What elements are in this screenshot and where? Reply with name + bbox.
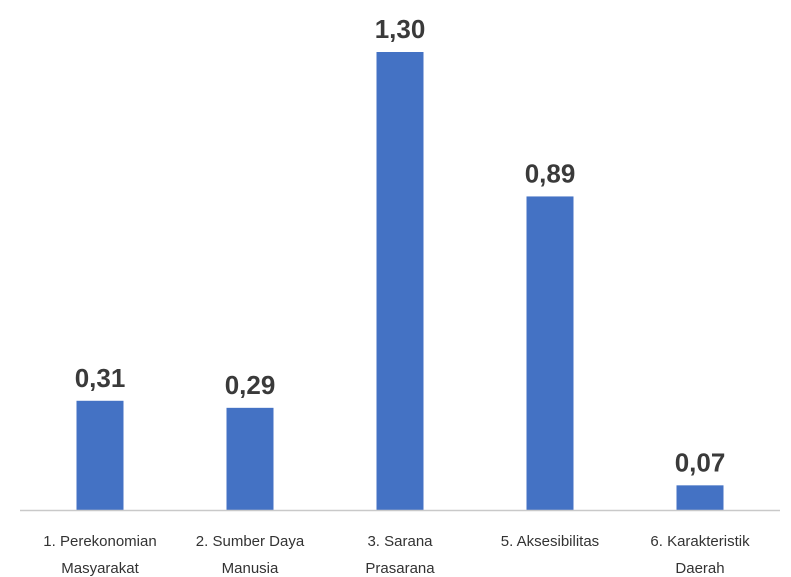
value-labels-group: 0,31 0,29 1,30 0,89 0,07 — [75, 14, 726, 477]
x-tick-label-2: 2. Sumber Daya Manusia — [196, 533, 305, 577]
data-label-1: 0,31 — [75, 363, 126, 393]
x-tick-label-4: 5. Aksesibilitas — [501, 533, 599, 550]
bars-group — [76, 52, 724, 510]
data-label-2: 0,29 — [225, 370, 276, 400]
x-tick-label-3: 3. Sarana Prasarana — [365, 533, 435, 577]
x-tick-label-5: 6. Karakteristik Daerah — [650, 533, 750, 577]
bar-3 — [376, 52, 424, 510]
x-tick-label-4-line-1: 5. Aksesibilitas — [501, 533, 599, 550]
bar-4 — [526, 196, 574, 510]
x-tick-label-3-line-2: Prasarana — [365, 560, 435, 577]
x-tick-labels-group: 1. Perekonomian Masyarakat 2. Sumber Daya M… — [43, 533, 750, 577]
x-tick-label-1-line-1: 1. Perekonomian — [43, 533, 156, 550]
data-label-3: 1,30 — [375, 14, 426, 44]
x-tick-label-5-line-2: Daerah — [675, 560, 724, 577]
x-tick-label-3-line-1: 3. Sarana — [367, 533, 433, 550]
x-tick-label-1-line-2: Masyarakat — [61, 560, 139, 577]
x-tick-label-2-line-1: 2. Sumber Daya — [196, 533, 305, 550]
bar-5 — [676, 485, 724, 510]
bar-2 — [226, 407, 274, 510]
x-tick-label-2-line-2: Manusia — [222, 560, 279, 577]
bar-1 — [76, 400, 124, 510]
data-label-4: 0,89 — [525, 158, 576, 188]
x-tick-label-5-line-1: 6. Karakteristik — [650, 533, 750, 550]
data-label-5: 0,07 — [675, 447, 726, 477]
x-tick-label-1: 1. Perekonomian Masyarakat — [43, 533, 156, 577]
